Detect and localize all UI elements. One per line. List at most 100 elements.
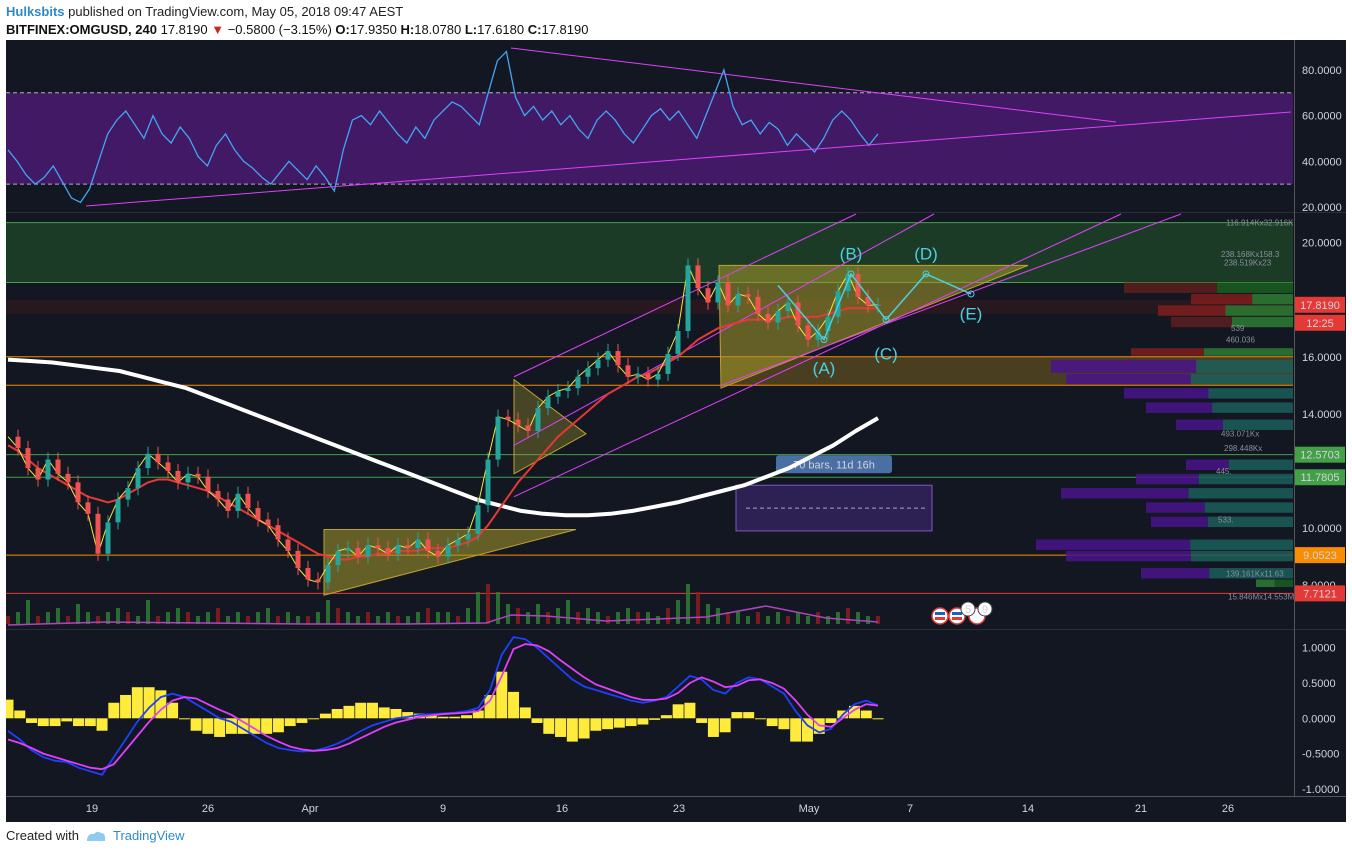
macd-histogram-bar [461,715,473,719]
candle-body [85,502,91,514]
volume-bar [246,616,250,624]
volume-bar [456,616,460,624]
volume-bar [196,616,200,624]
candle-body [745,293,751,297]
candle-body [815,331,821,340]
channel-line [513,213,1122,498]
macd-histogram-bar [120,694,132,719]
candle-body [395,545,401,554]
volume-profile-bar [1124,282,1217,293]
candle-body [475,505,481,534]
candle-body [715,282,721,303]
candle-body [165,462,171,471]
macd-histogram-bar [96,718,108,731]
ma-white-line [7,357,880,518]
volume-profile-label: 116.914Kx32.916K [1226,218,1294,227]
volume-profile-bar [1136,473,1199,485]
volume-profile-bar [1191,293,1253,305]
macd-histogram-bar [684,702,696,719]
volume-bar [16,612,20,624]
footer: Created with TradingView [6,828,185,843]
volume-bar [146,600,150,624]
author-name[interactable]: Hulksbits [6,4,65,19]
ohlc-open: 17.9350 [349,22,397,37]
macd-histogram-bar [743,712,755,719]
candle-body [55,459,61,474]
volume-bar [96,616,100,624]
candle-body [765,313,771,323]
macd-histogram-bar [237,718,249,734]
volume-bar [486,584,490,624]
macd-histogram-bar [366,702,378,719]
volume-ma [7,605,879,626]
macd-histogram-bar [355,702,367,719]
volume-profile-label: 298.448Kx [1224,444,1262,453]
candle-body [285,539,291,551]
macd-histogram-bar [519,707,531,719]
count-badge-text: 5 [965,604,971,616]
volume-profile-bar [1066,373,1191,385]
price-tag: 7.7121 [1295,585,1345,602]
candle-body [795,302,801,326]
macd-tick-label: 0.5000 [1302,678,1336,690]
macd-histogram-bar [26,718,38,723]
count-badge-text: 9 [982,604,988,616]
time-tick-label: 23 [673,803,685,815]
volume-bar [226,616,230,624]
volume-bar [356,616,360,624]
macd-histogram-bar [496,671,508,719]
candle-body [705,288,711,303]
price-tag: 11.7805 [1295,469,1345,486]
macd-histogram-bar [84,718,96,727]
volume-bar [496,592,500,624]
chart-canvas[interactable]: 80.0000 60.0000 40.0000 20.0000 116.914Kx32.… [6,40,1346,822]
macd-histogram-bar [543,718,555,734]
volume-bar [136,616,140,624]
volume-bar [566,600,570,624]
volume-profile-bar [1203,348,1293,356]
candle-body [755,296,761,314]
volume-bar [876,616,880,624]
candle-body [405,545,411,549]
candle-body [265,519,271,526]
volume-profile-label: 15.846Mx14.553M [1228,592,1295,601]
candle-body [125,488,131,500]
volume-profile-bar [1036,539,1191,550]
volume-profile-bar [1274,579,1293,588]
tradingview-link[interactable]: TradingView [112,828,185,843]
price-tick-label: 20.0000 [1302,238,1342,250]
volume-bar [786,616,790,624]
volume-bar [116,608,120,624]
volume-profile-bar [1171,316,1232,328]
volume-bar [766,616,770,624]
price-tag-bg [1295,469,1345,486]
channel-line [513,213,857,378]
time-tick-label: 7 [907,803,913,815]
candle-body [345,548,351,551]
rsi-tick-label: 20.0000 [1302,202,1342,214]
candle-body [855,273,861,297]
candle-body [35,468,41,480]
rsi-tick-label: 40.0000 [1302,156,1342,168]
macd-histogram-bar [484,694,496,719]
volume-profile-bar [1216,282,1293,293]
candle-body [225,499,231,511]
candle-body [115,499,121,523]
candle-body [175,470,181,483]
price-tag-bg [1295,446,1345,463]
candle-body [445,545,451,557]
volume-profile-bar [1198,473,1293,485]
volume-profile-bar [1176,419,1223,430]
volume-bar [326,600,330,624]
volume-bar [696,592,700,624]
candle-body [185,473,191,483]
price-tag: 17.8190 [1295,296,1345,313]
rsi-band [6,92,1293,185]
volume-profile-bar [1225,305,1293,316]
macd-histogram-bar [108,702,120,719]
volume-bar [846,608,850,624]
volume-profile-bar [1232,316,1293,328]
wave-label: (E) [960,305,983,324]
candle-body [155,453,161,463]
